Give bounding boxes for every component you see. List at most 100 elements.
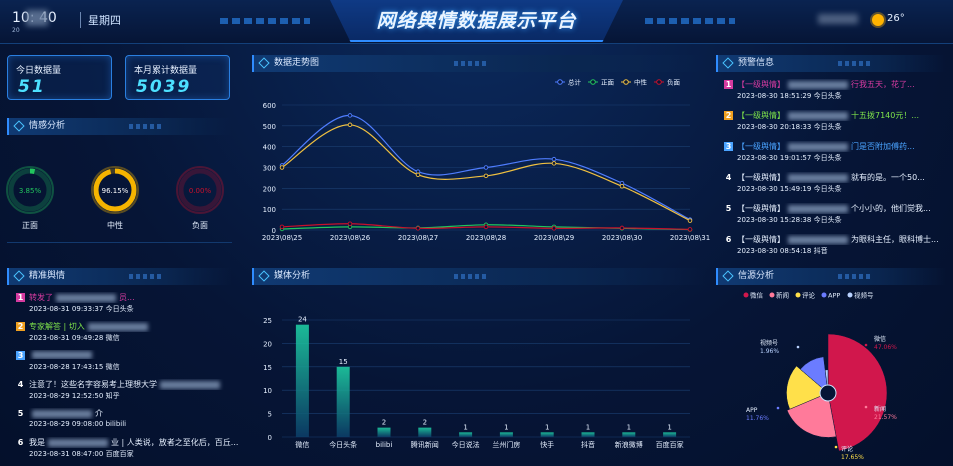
gauge-arc	[8, 168, 52, 212]
page-title: 网络舆情数据展示平台	[376, 10, 577, 32]
rank-badge: 2	[724, 111, 733, 120]
data-point	[347, 113, 353, 118]
legend-label: 正面	[601, 79, 615, 87]
source-pie-chart: 微信 新闻 评论 APP 视频号微信47.06%新闻21.57%评论17.65%APP1…	[743, 291, 897, 461]
title-part-b: 行我五天，花了...	[851, 80, 915, 89]
slice-name-label: APP	[746, 407, 758, 414]
legend-marker	[557, 79, 563, 85]
rank-badge: 4	[725, 173, 732, 182]
data-point	[415, 172, 421, 178]
list-item-meta: 2023-08-31 08:47:00 百度百家	[29, 450, 134, 458]
bar	[663, 432, 677, 437]
legend-marker	[795, 292, 801, 298]
ring-gauge-icon	[6, 166, 54, 214]
slice-name-label: 微信	[874, 335, 886, 343]
time-redaction	[26, 10, 48, 26]
pie-slice	[827, 333, 888, 452]
stripe-decoration	[838, 61, 872, 66]
header-decoration-right	[645, 18, 735, 24]
list-item-title: 我是 业 | 人类说，放者之至化后，百丘...	[29, 437, 244, 448]
precise-list: 1 转发了 员... 2023-08-31 09:33:37 今日头条 2 专家解答 | …	[16, 293, 246, 465]
redacted-text	[788, 142, 848, 151]
list-item-title: 【一级舆情】 个小小的，他们觉我...	[737, 203, 952, 214]
title-part-b: 业 | 人类说，放者之至化后，百丘...	[111, 438, 239, 447]
data-point	[483, 173, 489, 179]
title-part-b: 员...	[119, 293, 135, 302]
divider	[7, 242, 232, 243]
today-stat-card: 今日数据量 51	[7, 55, 112, 100]
sentiment-title-text: 情感分析	[29, 121, 66, 131]
warning-list: 1 【一级舆情】 行我五天，花了... 2023-08-30 18:51:29 今日头…	[724, 80, 950, 255]
bar-value-label: 1	[667, 423, 671, 431]
title-part-a: 注意了！这些名字容易考上理想大学	[29, 380, 157, 389]
redacted-text	[32, 409, 92, 418]
rank-badge: 2	[16, 322, 25, 331]
data-point	[551, 161, 557, 166]
title-part-a: 专家解答 | 切入	[29, 322, 85, 331]
sentiment-label-neutral: 中性	[107, 221, 123, 230]
stripe-decoration	[454, 61, 488, 66]
slice-percent-label: 1.96%	[760, 348, 779, 355]
gauge-percent: 3.85%	[19, 187, 42, 195]
diamond-icon	[258, 270, 270, 282]
trend-panel-title: 数据走势图	[252, 55, 707, 72]
y-tick-label: 15	[263, 364, 272, 372]
rank-badge: 5	[17, 409, 24, 418]
gauge-track	[178, 168, 222, 212]
list-item-meta: 2023-08-31 09:49:28 微信	[29, 334, 120, 342]
rank-badge: 4	[17, 380, 24, 389]
bar-value-label: 1	[504, 423, 508, 431]
rank-badge: 3	[724, 142, 733, 151]
legend-label: 评论	[802, 291, 816, 300]
header-decoration-left	[220, 18, 310, 24]
redacted-text	[788, 111, 848, 120]
redacted-text	[160, 380, 220, 389]
legend-marker	[623, 79, 629, 85]
precise-panel-title: 精准舆情	[7, 268, 232, 285]
bar-value-label: 2	[382, 419, 386, 427]
x-tick-label: 2023\08\30	[602, 234, 642, 242]
sun-icon	[872, 14, 884, 26]
x-tick-label: 百度百家	[656, 440, 684, 449]
list-item-meta: 2023-08-30 18:51:29 今日头条	[737, 92, 842, 100]
legend-label: 视频号	[854, 291, 874, 300]
bar-value-label: 24	[298, 316, 307, 324]
month-stat-value: 5039	[136, 77, 192, 97]
redacted-text	[788, 204, 848, 213]
y-tick-label: 20	[263, 340, 272, 348]
title-part-a: 【一级舆情】	[737, 173, 785, 182]
title-part-a: 【一级舆情】	[737, 204, 785, 213]
x-tick-label: 2023\08\26	[330, 234, 371, 242]
title-part-a: 【一级舆情】	[737, 235, 785, 244]
bar	[499, 432, 513, 437]
source-title-text: 信源分析	[738, 271, 775, 281]
title-part-a: 【一级舆情】	[737, 111, 785, 120]
diamond-icon	[258, 57, 270, 69]
slice-name-label: 视频号	[760, 339, 778, 347]
precise-title-text: 精准舆情	[29, 271, 66, 281]
title-part-a: 【一级舆情】	[737, 80, 785, 89]
x-tick-label: 2023\08\29	[534, 234, 574, 242]
legend-label: APP	[828, 292, 840, 300]
redacted-text	[788, 173, 848, 182]
bar	[459, 432, 473, 437]
media-title-text: 媒体分析	[274, 271, 311, 281]
x-tick-label: 兰州门房	[492, 440, 520, 449]
x-tick-label: 今日说法	[452, 440, 480, 449]
bar	[418, 427, 432, 437]
pie-center	[819, 384, 837, 402]
list-item-title: 介	[29, 408, 244, 419]
trend-chart: 0 100 200 300 400 500 600 2023\08\25 2023\08\26 2…	[262, 78, 710, 243]
gauge-arc	[93, 168, 137, 212]
y-tick-label: 200	[263, 185, 276, 193]
x-tick-label: 抖音	[581, 440, 595, 449]
list-item-meta: 2023-08-29 12:52:50 知乎	[29, 392, 120, 400]
legend-label: 中性	[634, 78, 648, 87]
label-marker	[864, 343, 868, 347]
data-point	[551, 156, 557, 162]
month-stat-label: 本月累计数据量	[134, 66, 198, 76]
list-item-title: 注意了！这些名字容易考上理想大学	[29, 379, 244, 390]
bar	[377, 427, 391, 437]
redacted-text	[48, 438, 108, 447]
temperature: 26°	[887, 13, 905, 24]
